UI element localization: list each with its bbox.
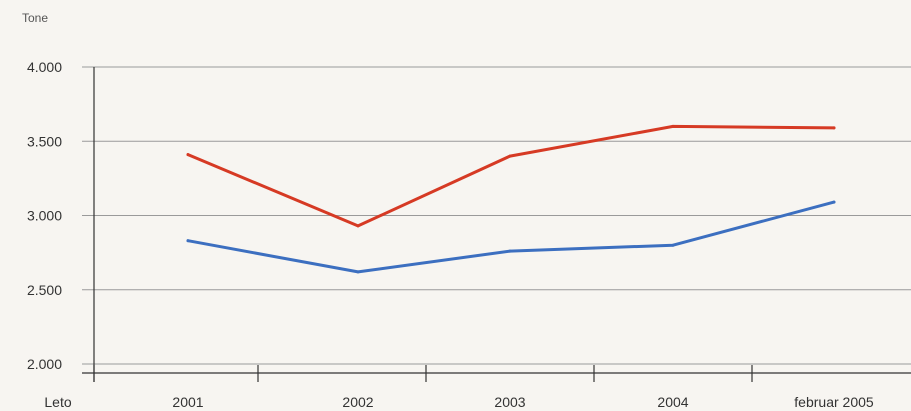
series-line-2 bbox=[186, 200, 836, 274]
x-tick-label: 2003 bbox=[494, 394, 525, 410]
x-tick-label: 2002 bbox=[342, 394, 373, 410]
y-tick-label: 2.500 bbox=[27, 282, 62, 298]
data-point bbox=[508, 154, 512, 158]
data-point bbox=[186, 239, 190, 243]
y-axis-title: Tone bbox=[22, 11, 48, 25]
grid-layer bbox=[82, 66, 911, 382]
x-tick-label: 2001 bbox=[172, 394, 203, 410]
data-point bbox=[356, 270, 360, 274]
data-point bbox=[832, 200, 836, 204]
data-point bbox=[186, 153, 190, 157]
y-tick-label: 2.000 bbox=[27, 356, 62, 372]
data-point bbox=[671, 124, 675, 128]
y-tick-label: 3.000 bbox=[27, 208, 62, 224]
data-point bbox=[832, 126, 836, 130]
x-tick-label: februar 2005 bbox=[794, 394, 874, 410]
x-tick-label: 2004 bbox=[657, 394, 688, 410]
data-point bbox=[356, 224, 360, 228]
data-point bbox=[671, 243, 675, 247]
series-layer bbox=[186, 124, 836, 274]
y-tick-label: 3.500 bbox=[27, 133, 62, 149]
axis-layer bbox=[82, 67, 911, 382]
y-tick-label: 4.000 bbox=[27, 59, 62, 75]
label-layer: Tone Leto 2.000 2.500 3.000 3.500 4.000 2001 2… bbox=[22, 11, 874, 410]
data-point bbox=[508, 249, 512, 253]
x-axis-title: Leto bbox=[44, 394, 71, 410]
